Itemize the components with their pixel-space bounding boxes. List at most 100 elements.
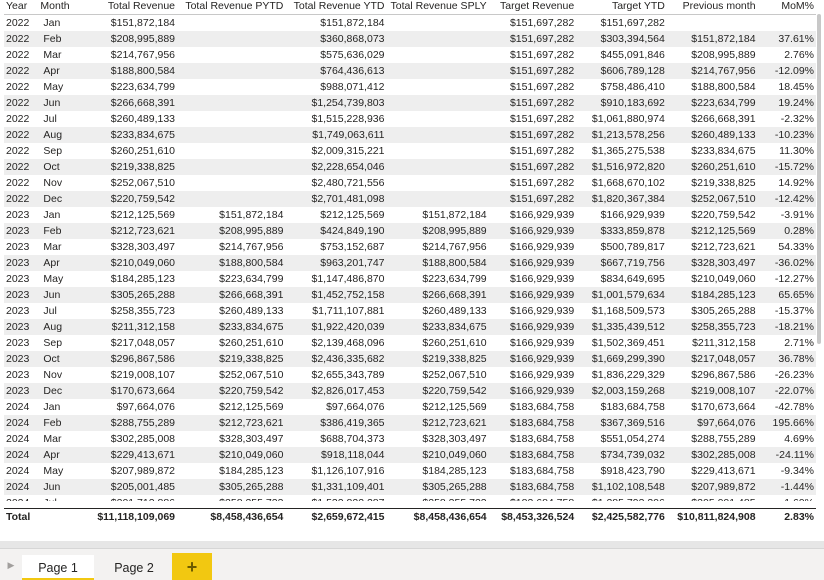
table-row[interactable]: 2023 Sep $217,048,057 $260,251,610 $2,139,46…: [4, 334, 816, 351]
table-row[interactable]: 2024 Mar $302,285,008 $328,303,497 $688,704,…: [4, 430, 816, 447]
table-row[interactable]: 2023 Oct $296,867,586 $219,338,825 $2,436,33…: [4, 350, 816, 367]
table-cell: $764,436,613: [285, 62, 387, 79]
column-header[interactable]: Total Revenue: [81, 0, 178, 15]
table-row[interactable]: 2022 Nov $252,067,510 $2,480,721,556 $151,69…: [4, 174, 816, 191]
table-cell: -10.23%: [757, 126, 816, 143]
table-cell: Jan: [38, 206, 82, 223]
scrollbar-thumb[interactable]: [817, 14, 821, 344]
table-row[interactable]: 2024 May $207,989,872 $184,285,123 $1,126,10…: [4, 462, 816, 479]
table-row[interactable]: 2023 Dec $170,673,664 $220,759,542 $2,826,01…: [4, 382, 816, 399]
table-row[interactable]: 2022 Mar $214,767,956 $575,636,029 $151,697,…: [4, 46, 816, 63]
table-cell: [386, 174, 489, 191]
vertical-scrollbar[interactable]: [816, 14, 822, 508]
table-cell: 2022: [4, 190, 39, 207]
column-header[interactable]: Total Revenue YTD: [285, 0, 387, 15]
table-cell: [177, 14, 286, 31]
table-cell: 2023: [4, 302, 39, 319]
table-cell: $166,929,939: [488, 206, 577, 223]
column-header[interactable]: MoM%: [757, 0, 816, 15]
table-cell: 18.45%: [757, 78, 816, 95]
table-cell: $1,711,107,881: [285, 302, 387, 319]
table-cell: 2023: [4, 254, 39, 271]
column-header[interactable]: Year: [4, 0, 39, 15]
table-row[interactable]: 2022 Sep $260,251,610 $2,009,315,221 $151,69…: [4, 142, 816, 159]
table-cell: 0.28%: [757, 222, 816, 239]
table-row[interactable]: 2024 Jan $97,664,076 $212,125,569 $97,664,07…: [4, 398, 816, 415]
table-row[interactable]: 2022 Apr $188,800,584 $764,436,613 $151,697,…: [4, 62, 816, 79]
tab-scroll-left-icon[interactable]: ▶: [7, 559, 15, 570]
table-cell: 2022: [4, 110, 39, 127]
table-cell: Sep: [38, 142, 82, 159]
table-row[interactable]: 2022 Dec $220,759,542 $2,701,481,098 $151,69…: [4, 190, 816, 207]
table-cell: $2,480,721,556: [285, 174, 387, 191]
table-cell: $151,697,282: [488, 62, 577, 79]
table-cell: 2022: [4, 158, 39, 175]
table-cell: $305,265,288: [81, 286, 178, 303]
table-cell: $151,697,282: [488, 174, 577, 191]
table-cell: $910,183,692: [576, 94, 667, 111]
table-cell: [177, 142, 286, 159]
table-row[interactable]: 2022 Feb $208,995,889 $360,868,073 $151,697,…: [4, 30, 816, 47]
table-row[interactable]: 2024 Jun $205,001,485 $305,265,288 $1,331,10…: [4, 478, 816, 495]
table-row[interactable]: 2023 Apr $210,049,060 $188,800,584 $963,201,…: [4, 254, 816, 271]
table-cell: [177, 190, 286, 207]
report-canvas: Year Month Total Revenue Total Revenue PYTD…: [4, 0, 822, 532]
table-cell: $252,067,510: [386, 366, 489, 383]
table-cell: Mar: [38, 238, 82, 255]
column-header[interactable]: Total Revenue SPLY: [386, 0, 489, 15]
table-row[interactable]: 2022 Jul $260,489,133 $1,515,228,936 $151,69…: [4, 110, 816, 127]
table-row[interactable]: 2023 Jul $258,355,723 $260,489,133 $1,711,10…: [4, 302, 816, 319]
table-cell: $166,929,939: [488, 318, 577, 335]
table-cell: $258,355,723: [666, 318, 758, 335]
table-row[interactable]: 2023 Mar $328,303,497 $214,767,956 $753,152,…: [4, 238, 816, 255]
matrix-visual[interactable]: Year Month Total Revenue Total Revenue PYTD…: [4, 0, 816, 532]
column-header[interactable]: Target Revenue: [488, 0, 577, 15]
table-row[interactable]: 2024Jul$201,712,886$258,355,723$1,532,82…: [4, 494, 816, 501]
table-row[interactable]: 2022 May $223,634,799 $988,071,412 $151,697,…: [4, 78, 816, 95]
column-header[interactable]: Target YTD: [576, 0, 667, 15]
table-cell: Jul: [38, 494, 82, 501]
table-cell: [386, 14, 489, 31]
tab-page-2[interactable]: Page 2: [114, 561, 154, 575]
table-row[interactable]: 2023 May $184,285,123 $223,634,799 $1,147,48…: [4, 270, 816, 287]
table-cell: Apr: [38, 446, 82, 463]
table-cell: 2024: [4, 414, 39, 431]
table-row[interactable]: 2023 Jan $212,125,569 $151,872,184 $212,125,…: [4, 206, 816, 223]
table-cell: $211,312,158: [666, 334, 758, 351]
table-cell: $260,251,610: [81, 142, 178, 159]
table-cell: $220,759,542: [177, 382, 286, 399]
table-row[interactable]: 2023 Feb $212,723,621 $208,995,889 $424,849,…: [4, 222, 816, 239]
table-cell: Aug: [38, 318, 82, 335]
table-cell: -18.21%: [757, 318, 816, 335]
column-header[interactable]: Previous month: [666, 0, 758, 15]
table-cell: $1,820,367,384: [576, 190, 667, 207]
column-header[interactable]: Total Revenue PYTD: [177, 0, 286, 15]
table-cell: $166,929,939: [488, 366, 577, 383]
table-row[interactable]: 2022 Oct $219,338,825 $2,228,654,046 $151,69…: [4, 158, 816, 175]
table-cell: Mar: [38, 430, 82, 447]
column-header[interactable]: Month: [38, 0, 82, 15]
table-row[interactable]: 2023 Aug $211,312,158 $233,834,675 $1,922,42…: [4, 318, 816, 335]
table-cell: $1,001,579,634: [576, 286, 667, 303]
table-row[interactable]: 2023 Jun $305,265,288 $266,668,391 $1,452,75…: [4, 286, 816, 303]
table-cell: 14.92%: [757, 174, 816, 191]
table-row[interactable]: 2024 Feb $288,755,289 $212,723,621 $386,419,…: [4, 414, 816, 431]
table-cell: 36.78%: [757, 350, 816, 367]
table-row[interactable]: 2024 Apr $229,413,671 $210,049,060 $918,118,…: [4, 446, 816, 463]
matrix-body[interactable]: 2022 Jan $151,872,184 $151,872,184 $151,697,…: [4, 14, 816, 501]
table-cell: Jan: [38, 14, 82, 31]
table-cell: $207,989,872: [81, 462, 178, 479]
table-cell: $333,859,878: [576, 222, 667, 239]
table-cell: -12.42%: [757, 190, 816, 207]
table-row[interactable]: 2022 Jun $266,668,391 $1,254,739,803 $151,69…: [4, 94, 816, 111]
table-cell: [757, 14, 816, 31]
table-row[interactable]: 2023 Nov $219,008,107 $252,067,510 $2,655,34…: [4, 366, 816, 383]
table-row[interactable]: 2022 Aug $233,834,675 $1,749,063,611 $151,69…: [4, 126, 816, 143]
table-cell: [666, 14, 758, 31]
table-cell: [177, 158, 286, 175]
table-row[interactable]: 2022 Jan $151,872,184 $151,872,184 $151,697,…: [4, 14, 816, 31]
tab-page-1[interactable]: Page 1: [22, 555, 94, 580]
table-cell: $302,285,008: [81, 430, 178, 447]
add-page-button[interactable]: +: [172, 553, 212, 580]
table-cell: $258,355,723: [177, 494, 286, 501]
